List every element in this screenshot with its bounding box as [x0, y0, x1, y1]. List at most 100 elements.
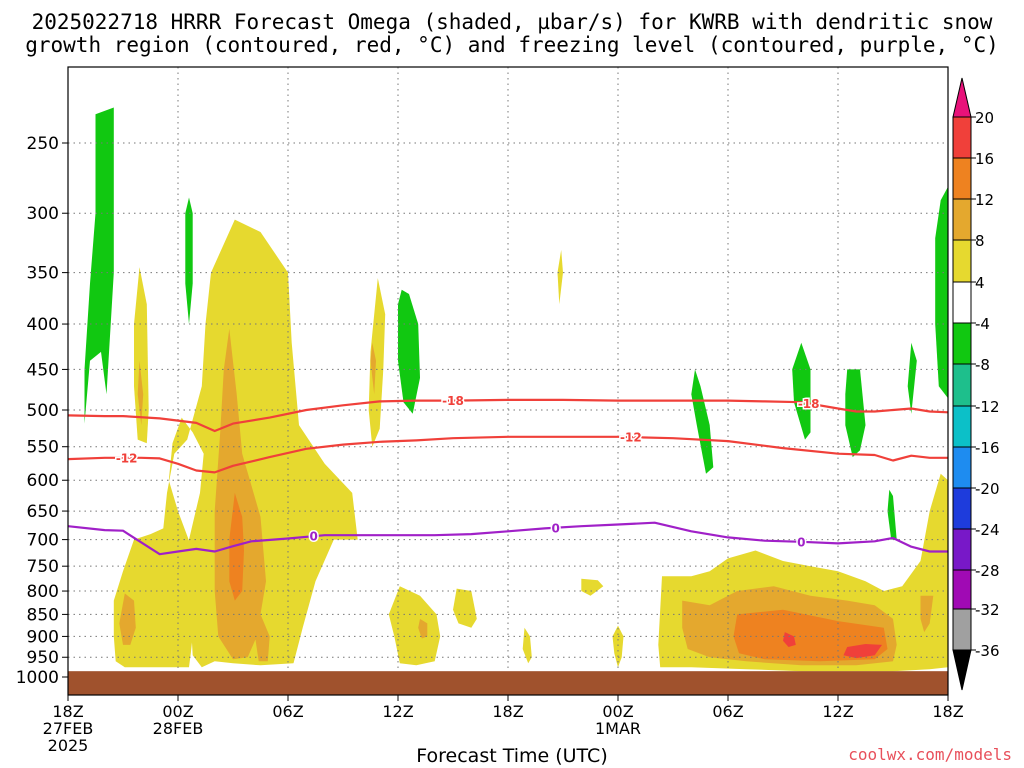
- omega-region-29: [229, 492, 244, 601]
- y-tick-label: 700: [27, 531, 59, 551]
- omega-region-13: [368, 278, 386, 447]
- chart-title-line-2: growth region (contoured, red, °C) and f…: [25, 33, 999, 57]
- x-axis-label: Forecast Time (UTC): [416, 745, 608, 767]
- colorbar-swatch: [952, 198, 972, 241]
- omega-region-32: [843, 644, 882, 659]
- omega-region-14: [453, 588, 477, 628]
- y-tick-label: 800: [27, 582, 59, 602]
- contour-label: 0: [797, 535, 805, 549]
- omega-region-23: [255, 614, 270, 662]
- colorbar-swatch: [952, 322, 972, 365]
- x-tick-label: 12Z: [822, 702, 853, 721]
- colorbar-swatch: [952, 239, 972, 283]
- omega-region-18: [612, 625, 624, 668]
- x-tick-label: 28FEB: [153, 719, 204, 738]
- colorbar-tick-label: 16: [975, 150, 994, 168]
- colorbar-swatch: [952, 446, 972, 489]
- contour-label: 0: [551, 521, 559, 535]
- terrain-layer: [68, 671, 948, 695]
- y-tick-label: 300: [27, 204, 59, 224]
- omega-region-8: [887, 489, 897, 540]
- y-tick-label: 750: [27, 557, 59, 577]
- colorbar-tick-label: -24: [975, 521, 1000, 539]
- contour-label: -18: [442, 394, 464, 408]
- dendritic-contour: [68, 398, 948, 433]
- y-tick-label: 600: [27, 471, 59, 491]
- colorbar-tick-label: -36: [975, 642, 1000, 660]
- colorbar-top-arrow: [952, 77, 972, 118]
- y-tick-label: 450: [27, 360, 59, 380]
- omega-region-4: [792, 342, 811, 440]
- omega-region-19: [522, 627, 532, 664]
- terrain-fill: [68, 671, 948, 695]
- colorbar-tick-label: -4: [975, 315, 990, 333]
- x-tick-label: 18Z: [492, 702, 523, 721]
- y-tick-label: 950: [27, 648, 59, 668]
- omega-region-3: [691, 369, 714, 474]
- x-tick-label: 06Z: [272, 702, 303, 721]
- colorbar-tick-label: 8: [975, 232, 985, 250]
- y-tick-label: 1000: [16, 668, 59, 688]
- omega-region-31: [783, 632, 796, 647]
- y-axis: 2503003504004505005506006507007508008509…: [16, 134, 68, 688]
- x-tick-label: 1MAR: [595, 719, 641, 738]
- contour-label: -18: [798, 397, 820, 411]
- omega-region-22: [214, 328, 266, 660]
- omega-region-24: [137, 360, 144, 426]
- y-tick-label: 900: [27, 627, 59, 647]
- y-tick-label: 650: [27, 502, 59, 522]
- colorbar-tick-label: -20: [975, 480, 1000, 498]
- x-tick-label: 18Z: [52, 702, 83, 721]
- credit-text: coolwx.com/models: [848, 745, 1012, 764]
- x-tick-label: 18Z: [932, 702, 963, 721]
- omega-region-25: [370, 342, 376, 395]
- omega-region-5: [845, 369, 866, 458]
- omega-region-0: [84, 107, 114, 424]
- y-tick-label: 550: [27, 438, 59, 458]
- colorbar-swatch: [952, 363, 972, 407]
- x-tick-label: 12Z: [382, 702, 413, 721]
- omega-region-6: [907, 342, 917, 414]
- omega-region-26: [418, 618, 428, 639]
- contour-label: 0: [309, 530, 317, 544]
- colorbar-swatch: [952, 405, 972, 448]
- colorbar-tick-label: -32: [975, 601, 1000, 619]
- colorbar-tick-label: -28: [975, 562, 1000, 580]
- colorbar-bottom-arrow: [952, 649, 972, 691]
- x-tick-label: 2025: [48, 736, 89, 755]
- contour-label: -12: [620, 431, 642, 445]
- chart-title-line-1: 2025022718 HRRR Forecast Omega (shaded, …: [31, 10, 993, 34]
- colorbar-swatch: [952, 608, 972, 651]
- colorbar-tick-label: -16: [975, 439, 1000, 457]
- colorbar-tick-label: 20: [975, 109, 994, 127]
- omega-region-15: [388, 586, 441, 666]
- contour-layer: -18 -18 -12 -12 0 0 0: [68, 393, 948, 556]
- freezing-level-contour: [68, 521, 948, 556]
- colorbar-swatch: [952, 569, 972, 610]
- omega-shading-layer: [84, 107, 948, 672]
- grid-layer: [68, 67, 948, 695]
- y-tick-label: 350: [27, 264, 59, 284]
- omega-region-11: [134, 267, 149, 444]
- y-tick-label: 500: [27, 401, 59, 421]
- colorbar-tick-label: 4: [975, 274, 985, 292]
- colorbar: 20 16 12 8 4 -4 -8 -12 -16 -20 -24 -28 -32 -36: [952, 77, 1000, 691]
- colorbar-swatch: [952, 528, 972, 571]
- colorbar-swatch: [952, 487, 972, 530]
- x-tick-label: 00Z: [602, 702, 633, 721]
- contour-label: -12: [116, 451, 138, 465]
- omega-region-20: [557, 249, 563, 305]
- x-tick-label: 27FEB: [43, 719, 94, 738]
- omega-region-21: [119, 593, 136, 645]
- colorbar-tick-label: 12: [975, 191, 994, 209]
- colorbar-swatch: [952, 157, 972, 200]
- colorbar-swatch: [952, 281, 972, 324]
- y-tick-label: 400: [27, 315, 59, 335]
- x-tick-label: 00Z: [162, 702, 193, 721]
- y-tick-label: 850: [27, 605, 59, 625]
- colorbar-tick-label: -12: [975, 398, 1000, 416]
- y-tick-label: 250: [27, 134, 59, 154]
